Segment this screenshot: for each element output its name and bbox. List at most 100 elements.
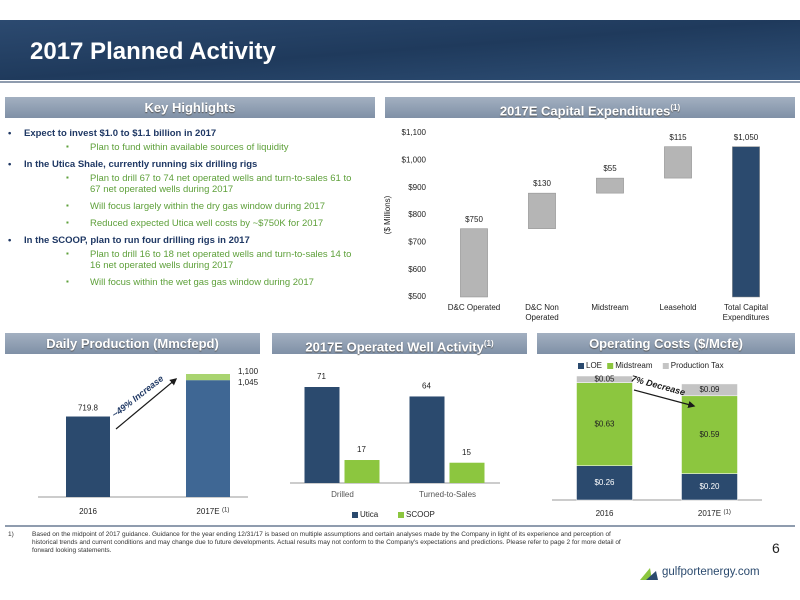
section-title: 2017E Capital Expenditures — [499, 103, 671, 119]
legend-label: Production Tax — [671, 361, 724, 370]
value-label: 1,045 — [238, 378, 259, 387]
value-label: 71 — [317, 372, 326, 381]
value-label: $0.59 — [699, 430, 720, 439]
sub-bullet: Plan to drill 67 to 74 net operated well… — [8, 173, 368, 195]
bar — [66, 416, 110, 497]
annotation: 7% Decrease — [630, 373, 686, 397]
y-tick-label: $500 — [408, 292, 426, 301]
bar — [304, 387, 340, 483]
header-band — [0, 20, 800, 80]
x-tick-label: D&C Operated — [447, 303, 501, 312]
legend-swatch — [607, 363, 614, 369]
x-tick-label: Total Capital Expenditures — [722, 303, 770, 322]
section-header: Key Highlights — [5, 97, 375, 118]
bar-segment — [576, 375, 633, 383]
x-tick-label: Drilled — [331, 490, 354, 499]
y-tick-label: $1,100 — [402, 128, 427, 137]
section-title: Key Highlights — [144, 100, 236, 115]
waterfall-bar — [664, 146, 692, 179]
bar-segment — [576, 465, 633, 501]
section-title: Operating Costs ($/Mcfe) — [589, 336, 743, 351]
value-label: $0.26 — [594, 478, 615, 487]
annotation: ~49% Increase — [110, 373, 165, 419]
total-bar — [732, 146, 760, 298]
sub-bullet: Plan to drill 16 to 18 net operated well… — [8, 249, 368, 271]
x-tick-label: Leasehold — [659, 303, 697, 312]
value-label: 719.8 — [78, 404, 99, 413]
value-label: $0.20 — [699, 482, 720, 491]
value-label: 64 — [422, 382, 431, 391]
legend-label: LOE — [586, 361, 602, 370]
y-tick-label: $800 — [408, 210, 426, 219]
section-header: 2017E Capital Expenditures(1) — [385, 97, 795, 118]
sub-bullet: Reduced expected Utica well costs by ~$7… — [8, 218, 368, 229]
section-title: Daily Production (Mmcfepd) — [46, 336, 219, 351]
x-tick-label: 2016 — [596, 509, 614, 518]
bar — [186, 380, 230, 497]
value-label: $0.09 — [699, 385, 720, 394]
annotation-arrow — [633, 389, 696, 408]
value-label: $130 — [533, 179, 551, 188]
x-tick-label: Turned-to-Sales — [419, 490, 476, 499]
value-label: $55 — [603, 164, 617, 173]
bar-segment — [681, 473, 738, 501]
range-bar — [186, 374, 230, 381]
bullet: Expect to invest $1.0 to $1.1 billion in… — [8, 128, 368, 139]
legend-swatch — [578, 363, 584, 369]
value-label: 15 — [462, 448, 471, 457]
value-label: $0.05 — [594, 374, 615, 383]
section-header: 2017E Operated Well Activity(1) — [272, 333, 527, 354]
y-tick-label: $1,000 — [402, 155, 427, 164]
bullet: In the Utica Shale, currently running si… — [8, 159, 368, 170]
legend-label: Midstream — [615, 361, 653, 370]
y-tick-label: $600 — [408, 265, 426, 274]
value-label: $1,050 — [734, 133, 759, 142]
bar-segment — [681, 395, 738, 474]
sub-bullet: Will focus largely within the dry gas wi… — [8, 201, 368, 212]
title-note: (1) — [483, 339, 494, 348]
legend-swatch — [398, 512, 404, 518]
footnote-text: Based on the midpoint of 2017 guidance. … — [32, 531, 621, 554]
section-header: Operating Costs ($/Mcfe) — [537, 333, 795, 354]
legend-label: SCOOP — [406, 510, 435, 519]
title-note: (1) — [670, 103, 681, 112]
legend-label: Utica — [360, 510, 379, 519]
x-tick-label: 2016 — [79, 507, 97, 516]
section-title: 2017E Operated Well Activity — [305, 339, 484, 355]
slide-title: 2017 Planned Activity — [30, 38, 276, 65]
bar — [344, 460, 380, 483]
bar — [409, 396, 445, 483]
highlights-list: Expect to invest $1.0 to $1.1 billion in… — [8, 126, 368, 294]
value-label: $0.63 — [594, 419, 615, 428]
logo-icon — [640, 568, 658, 580]
category-note: (1) — [724, 510, 731, 516]
legend-swatch — [662, 363, 669, 369]
bar — [449, 462, 485, 483]
annotation-arrow — [115, 378, 178, 430]
waterfall-bar — [596, 177, 624, 194]
value-label: $750 — [465, 215, 483, 224]
bar-segment — [576, 382, 633, 466]
legend-swatch — [352, 512, 358, 518]
x-tick-label: 2017E — [698, 509, 721, 518]
bullet: In the SCOOP, plan to run four drilling … — [8, 235, 368, 246]
value-label: 1,100 — [238, 367, 259, 376]
y-tick-label: $700 — [408, 237, 426, 246]
y-axis-label: ($ Millions) — [383, 195, 392, 234]
waterfall-bar — [460, 228, 488, 298]
value-label: $115 — [669, 133, 687, 142]
footnote-number: 1) — [8, 531, 14, 538]
x-tick-label: Midstream — [591, 303, 629, 312]
value-label: 17 — [357, 445, 366, 454]
sub-bullet: Plan to fund within available sources of… — [8, 142, 368, 153]
y-tick-label: $900 — [408, 183, 426, 192]
page-number: 6 — [772, 540, 780, 556]
bar-segment — [681, 383, 738, 397]
category-note: (1) — [222, 508, 229, 514]
sub-bullet: Will focus within the wet gas gas window… — [8, 277, 368, 288]
x-tick-label: 2017E — [196, 507, 219, 516]
waterfall-bar — [528, 192, 556, 229]
section-header: Daily Production (Mmcfepd) — [5, 333, 260, 354]
